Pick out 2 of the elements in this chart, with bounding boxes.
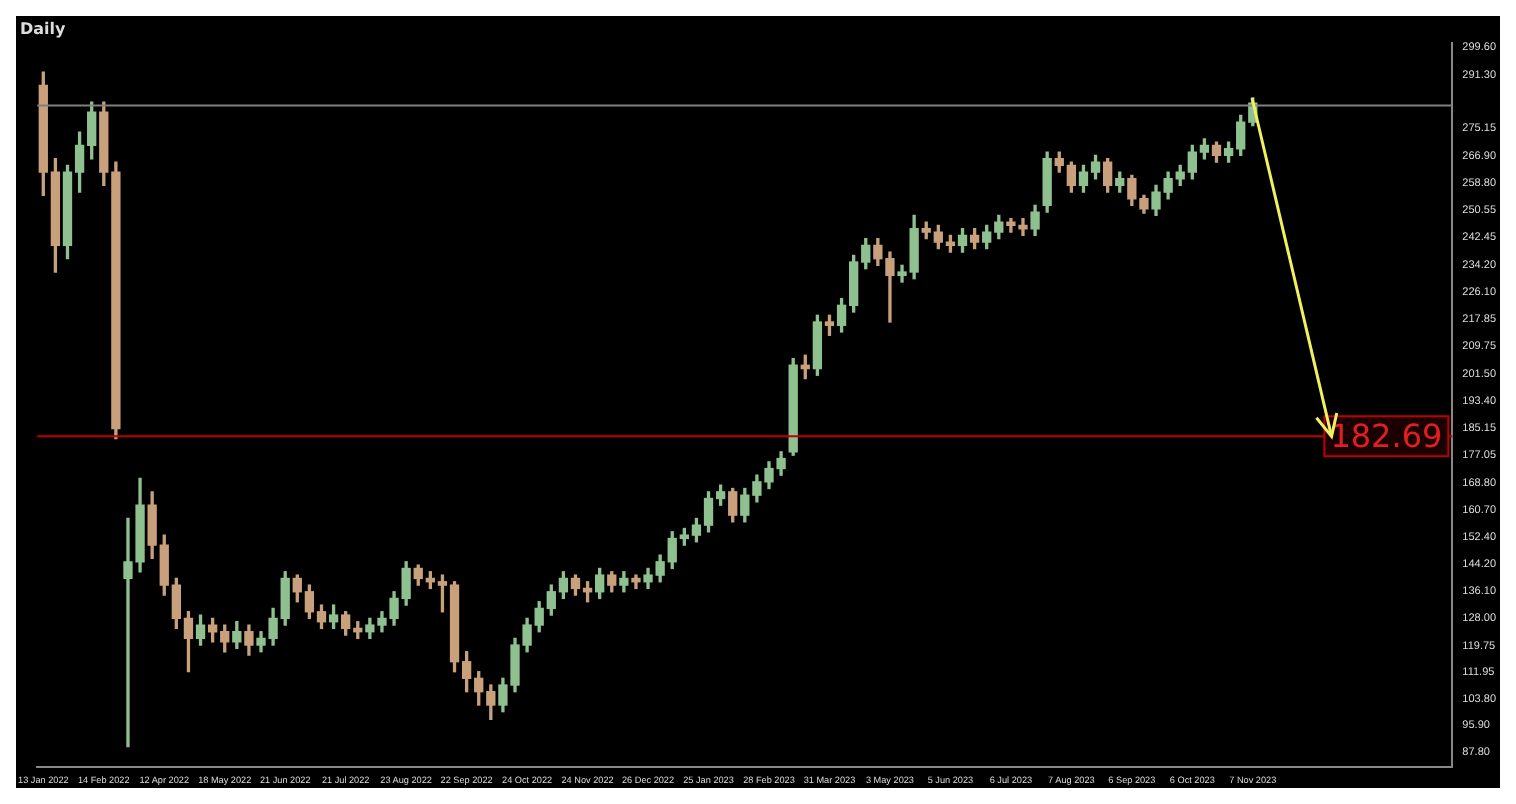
ref-line-label: 182.69 <box>1330 416 1443 455</box>
chart-title: Daily <box>20 19 68 38</box>
